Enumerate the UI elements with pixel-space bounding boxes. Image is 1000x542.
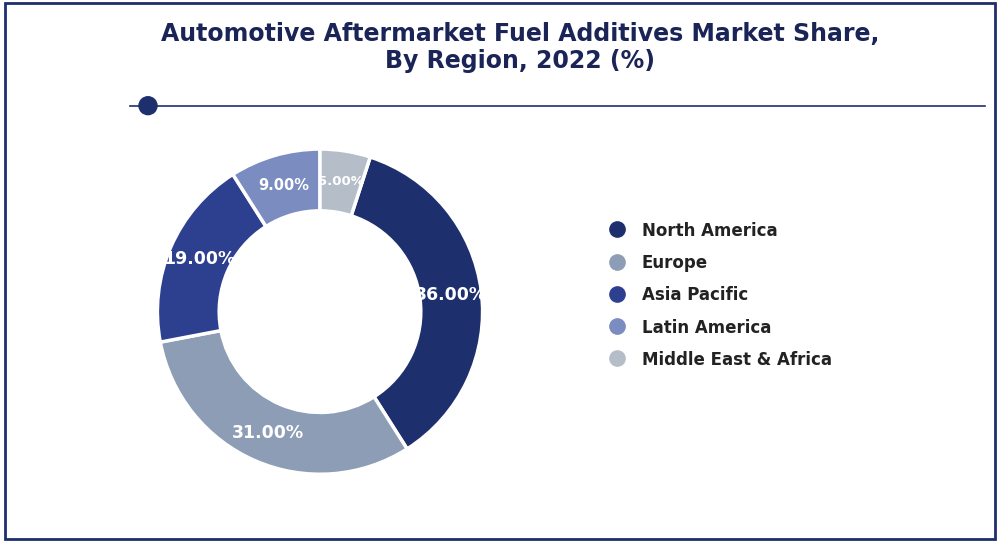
Text: 9.00%: 9.00% xyxy=(258,178,309,192)
Wedge shape xyxy=(157,175,266,342)
Wedge shape xyxy=(233,149,320,227)
Wedge shape xyxy=(160,331,407,474)
Text: PRECEDENCE
RESEARCH: PRECEDENCE RESEARCH xyxy=(24,34,105,60)
Text: 5.00%: 5.00% xyxy=(318,175,364,188)
Text: 31.00%: 31.00% xyxy=(232,423,304,442)
Text: Automotive Aftermarket Fuel Additives Market Share,
By Region, 2022 (%): Automotive Aftermarket Fuel Additives Ma… xyxy=(161,22,879,74)
Wedge shape xyxy=(320,149,370,216)
Wedge shape xyxy=(351,157,483,449)
Text: 19.00%: 19.00% xyxy=(163,250,235,268)
Legend: North America, Europe, Asia Pacific, Latin America, Middle East & Africa: North America, Europe, Asia Pacific, Lat… xyxy=(608,222,832,369)
Text: 36.00%: 36.00% xyxy=(415,286,487,304)
